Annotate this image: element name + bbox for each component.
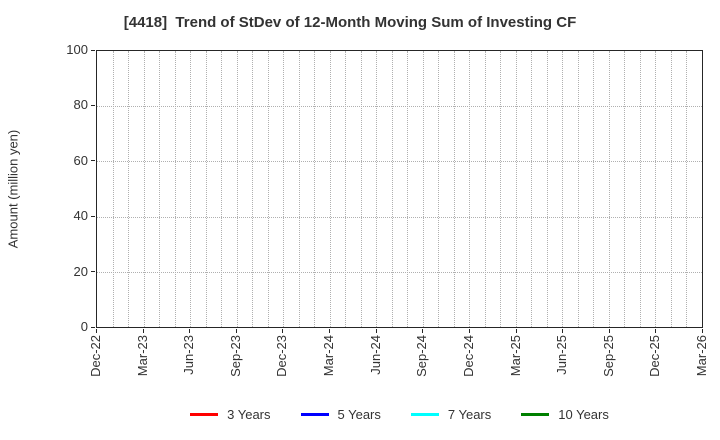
legend-item: 10 Years (521, 407, 609, 422)
gridline-vertical (267, 51, 269, 327)
gridline-vertical (608, 51, 610, 327)
gridline-vertical (345, 51, 347, 327)
gridline-vertical (562, 51, 564, 327)
gridline-vertical (221, 51, 223, 327)
x-tick-label: Sep-25 (600, 335, 616, 377)
x-tick-mark (655, 329, 657, 333)
plot-area (96, 50, 703, 328)
legend-label: 10 Years (558, 406, 609, 422)
gridline-vertical (329, 51, 331, 327)
gridline-vertical (298, 51, 300, 327)
y-tick-mark (91, 271, 95, 273)
x-tick-mark (375, 329, 377, 333)
x-tick-label: Jun-25 (554, 335, 570, 375)
gridline-vertical (655, 51, 657, 327)
legend-label: 5 Years (337, 406, 381, 422)
gridline-vertical (500, 51, 502, 327)
x-tick-mark (702, 329, 703, 333)
legend-line-swatch (521, 412, 550, 416)
y-tick-mark (91, 49, 95, 51)
gridline-vertical (593, 51, 595, 327)
y-axis-title: Amount (million yen) (5, 129, 21, 249)
y-tick-label: 60 (73, 152, 88, 168)
x-tick-mark (608, 329, 610, 333)
gridline-vertical (577, 51, 579, 327)
gridline-vertical (174, 51, 176, 327)
gridline-vertical (515, 51, 517, 327)
gridline-vertical (531, 51, 533, 327)
x-tick-label: Mar-23 (134, 335, 150, 377)
gridline-horizontal (97, 271, 702, 273)
x-tick-label: Dec-22 (88, 335, 103, 377)
gridline-vertical (159, 51, 161, 327)
x-tick-label: Sep-23 (227, 335, 243, 377)
gridline-vertical (283, 51, 285, 327)
legend-item: 5 Years (300, 406, 381, 422)
y-tick-label: 100 (66, 42, 88, 57)
x-tick-label: Mar-25 (507, 335, 523, 377)
x-tick-mark (235, 329, 237, 333)
gridline-vertical (314, 51, 316, 327)
gridline-vertical (360, 51, 362, 327)
gridline-vertical (407, 51, 409, 327)
y-tick-label: 0 (80, 319, 88, 334)
x-tick-mark (329, 329, 331, 333)
chart-title: [4418] Trend of StDev of 12-Month Moving… (123, 14, 577, 31)
x-tick-label: Mar-26 (694, 335, 709, 377)
x-tick-label: Sep-24 (414, 335, 430, 377)
legend-line-swatch (190, 412, 219, 416)
gridline-horizontal (97, 161, 702, 163)
y-tick-mark (91, 326, 95, 328)
x-tick-label: Jun-24 (367, 335, 383, 375)
gridline-vertical (252, 51, 254, 327)
gridline-vertical (128, 51, 130, 327)
x-tick-label: Jun-23 (181, 335, 197, 375)
x-tick-mark (282, 329, 284, 333)
gridline-vertical (484, 51, 486, 327)
gridline-vertical (670, 51, 672, 327)
gridline-vertical (143, 51, 145, 327)
y-tick-label: 40 (73, 208, 88, 224)
gridline-vertical (639, 51, 641, 327)
gridline-vertical (376, 51, 378, 327)
legend: 3 Years 5 Years 7 Years 10 Years (96, 403, 703, 425)
gridline-vertical (205, 51, 207, 327)
x-tick-label: Mar-24 (321, 335, 337, 377)
gridline-vertical (686, 51, 688, 327)
legend-label: 3 Years (227, 406, 271, 422)
x-tick-mark (422, 329, 424, 333)
y-tick-label: 80 (73, 97, 88, 113)
x-tick-mark (189, 329, 191, 333)
x-tick-label: Dec-24 (460, 335, 476, 377)
gridline-vertical (391, 51, 393, 327)
gridline-vertical (469, 51, 471, 327)
x-tick-mark (562, 329, 564, 333)
legend-label: 7 Years (447, 406, 492, 422)
legend-line-swatch (300, 412, 329, 416)
gridline-horizontal (97, 216, 702, 218)
y-tick-mark (91, 160, 95, 162)
gridline-vertical (422, 51, 424, 327)
y-tick-mark (91, 104, 95, 106)
x-tick-mark (96, 329, 97, 333)
gridline-vertical (438, 51, 440, 327)
legend-line-swatch (410, 412, 439, 416)
x-tick-mark (515, 329, 517, 333)
y-tick-mark (91, 215, 95, 217)
x-tick-label: Dec-25 (647, 335, 663, 377)
gridline-vertical (112, 51, 114, 327)
x-tick-label: Dec-23 (274, 335, 290, 377)
legend-item: 7 Years (410, 406, 492, 422)
legend-item: 3 Years (190, 406, 271, 422)
gridline-vertical (624, 51, 626, 327)
gridline-vertical (236, 51, 238, 327)
gridline-vertical (546, 51, 548, 327)
y-tick-label: 20 (73, 263, 88, 279)
gridline-horizontal (97, 106, 702, 108)
x-tick-mark (468, 329, 470, 333)
gridline-vertical (190, 51, 192, 327)
x-tick-mark (142, 329, 144, 333)
gridline-vertical (453, 51, 455, 327)
